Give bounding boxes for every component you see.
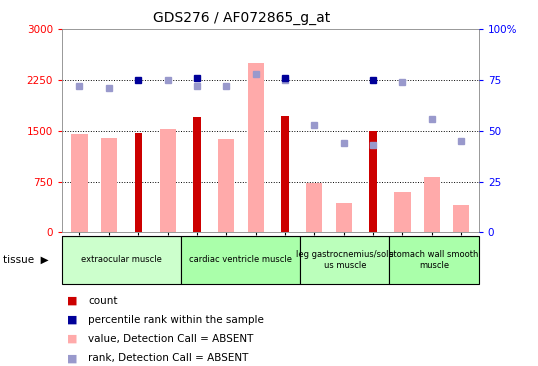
Bar bbox=[181, 236, 300, 284]
Text: count: count bbox=[88, 296, 117, 306]
Bar bbox=[336, 203, 352, 232]
Bar bbox=[193, 117, 201, 232]
Bar bbox=[390, 236, 479, 284]
Text: ■: ■ bbox=[67, 334, 77, 344]
Bar bbox=[159, 129, 175, 232]
Text: percentile rank within the sample: percentile rank within the sample bbox=[88, 315, 264, 325]
Bar bbox=[300, 236, 390, 284]
Bar bbox=[218, 139, 235, 232]
Bar bbox=[394, 193, 410, 232]
Text: ■: ■ bbox=[67, 353, 77, 363]
Text: tissue  ▶: tissue ▶ bbox=[3, 255, 48, 265]
Bar bbox=[424, 177, 440, 232]
Bar bbox=[281, 116, 289, 232]
Bar bbox=[134, 133, 142, 232]
Text: rank, Detection Call = ABSENT: rank, Detection Call = ABSENT bbox=[88, 353, 248, 363]
Bar bbox=[101, 138, 117, 232]
Text: ■: ■ bbox=[67, 296, 77, 306]
Bar bbox=[62, 236, 181, 284]
Bar bbox=[306, 183, 322, 232]
Bar bbox=[72, 134, 88, 232]
Text: leg gastrocnemius/sole
us muscle: leg gastrocnemius/sole us muscle bbox=[296, 250, 394, 270]
Text: cardiac ventricle muscle: cardiac ventricle muscle bbox=[189, 255, 292, 264]
Text: GDS276 / AF072865_g_at: GDS276 / AF072865_g_at bbox=[153, 11, 331, 25]
Text: value, Detection Call = ABSENT: value, Detection Call = ABSENT bbox=[88, 334, 253, 344]
Text: extraocular muscle: extraocular muscle bbox=[81, 255, 162, 264]
Text: ■: ■ bbox=[67, 315, 77, 325]
Bar bbox=[370, 131, 377, 232]
Text: stomach wall smooth
muscle: stomach wall smooth muscle bbox=[390, 250, 479, 270]
Bar bbox=[247, 63, 264, 232]
Bar bbox=[453, 205, 469, 232]
